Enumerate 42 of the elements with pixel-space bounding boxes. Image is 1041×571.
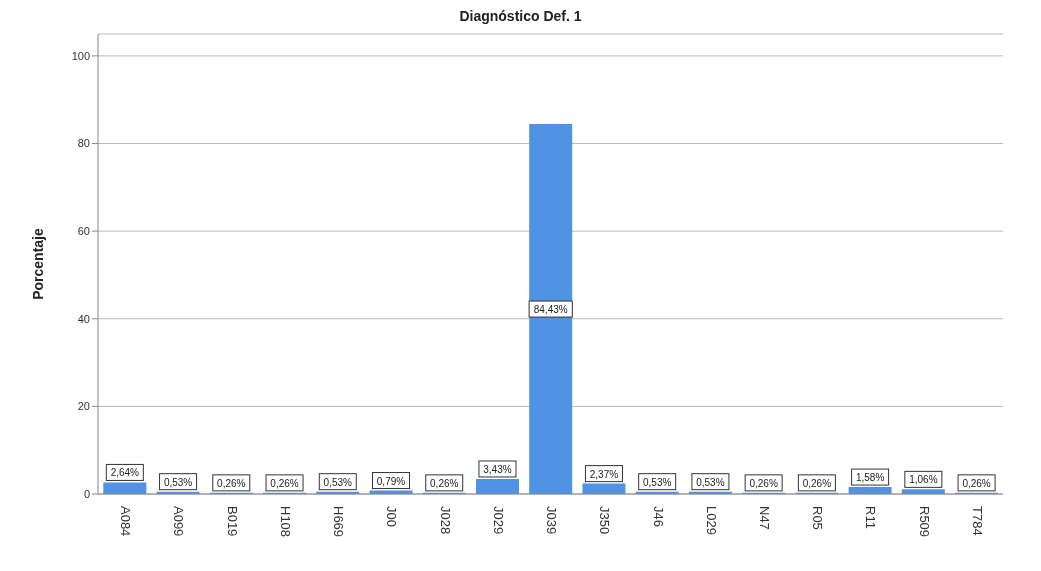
data-label: 0,53%: [643, 476, 672, 488]
y-tick-label: 80: [77, 137, 90, 150]
y-tick-label: 40: [77, 312, 90, 325]
y-tick-label: 100: [71, 49, 90, 62]
data-label: 1,06%: [909, 474, 938, 486]
data-label: 0,53%: [323, 476, 353, 488]
y-tick-label: 0: [83, 487, 90, 500]
data-label: 0,26%: [802, 477, 832, 489]
data-label: 2,64%: [110, 467, 140, 479]
chart-title: Diagnóstico Def. 1: [458, 8, 583, 24]
x-tick-label: H669: [331, 506, 347, 538]
x-tick-label: J039: [544, 506, 560, 535]
x-tick-label: N47: [757, 506, 772, 530]
x-tick-label: R509: [916, 506, 932, 538]
x-tick-label: R11: [863, 506, 879, 529]
data-label: 0,26%: [749, 477, 778, 489]
y-tick-label: 20: [77, 400, 90, 413]
x-tick-label: A084: [118, 506, 134, 537]
x-tick-label: J350: [597, 506, 613, 535]
x-tick-label: R05: [810, 506, 826, 530]
data-label: 0,53%: [696, 476, 725, 488]
data-label: 0,26%: [270, 477, 299, 489]
data-label: 0,26%: [217, 477, 246, 489]
x-tick-label: J46: [650, 506, 666, 527]
x-tick-label: J028: [437, 506, 453, 535]
data-label: 0,53%: [163, 476, 193, 488]
x-tick-label: B019: [224, 506, 240, 537]
data-label: 0,26%: [962, 477, 991, 489]
y-axis-title: Porcentaje: [29, 228, 46, 300]
data-label: 84,43%: [533, 304, 568, 316]
data-label: 1,58%: [855, 472, 885, 484]
data-label: 0,26%: [430, 477, 459, 489]
y-tick-label: 60: [77, 225, 90, 238]
x-tick-label: H108: [277, 506, 293, 538]
data-label: 3,43%: [483, 463, 512, 475]
data-label: 2,37%: [589, 468, 619, 480]
x-tick-label: T784: [969, 506, 985, 536]
x-tick-label: A099: [171, 506, 187, 537]
data-label: 0,79%: [376, 475, 406, 487]
x-tick-label: J029: [490, 506, 506, 535]
x-tick-label: J00: [384, 506, 400, 527]
x-tick-label: L029: [703, 506, 719, 535]
